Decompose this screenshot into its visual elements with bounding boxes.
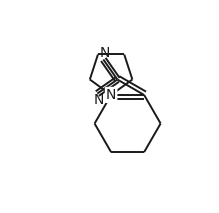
Text: N: N (99, 46, 110, 60)
Text: N: N (106, 88, 116, 102)
Text: N: N (93, 93, 104, 107)
